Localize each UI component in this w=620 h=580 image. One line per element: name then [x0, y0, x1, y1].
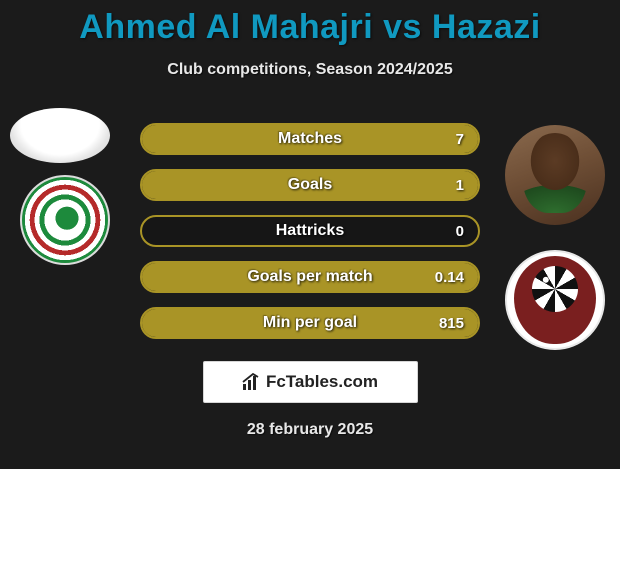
player-left-avatar: [10, 108, 110, 163]
stat-row: Goals 1: [140, 169, 480, 201]
page-title: Ahmed Al Mahajri vs Hazazi: [0, 0, 620, 47]
club-left-badge: [20, 175, 110, 265]
stat-row: Hattricks 0: [140, 215, 480, 247]
club-right-badge: [505, 250, 605, 350]
comparison-card: Ahmed Al Mahajri vs Hazazi Club competit…: [0, 0, 620, 469]
stat-label: Min per goal: [263, 314, 357, 332]
subtitle: Club competitions, Season 2024/2025: [0, 61, 620, 79]
stat-value-right: 7: [456, 131, 464, 148]
brand-box[interactable]: FcTables.com: [203, 361, 418, 403]
chart-icon: [242, 373, 262, 391]
stat-label: Goals: [288, 176, 332, 194]
stat-row: Goals per match 0.14: [140, 261, 480, 293]
stat-value-right: 0: [456, 223, 464, 240]
stat-row: Min per goal 815: [140, 307, 480, 339]
brand-text: FcTables.com: [266, 372, 378, 392]
stat-row: Matches 7: [140, 123, 480, 155]
stat-label: Goals per match: [247, 268, 372, 286]
stat-label: Matches: [278, 130, 342, 148]
date-label: 28 february 2025: [0, 421, 620, 439]
stat-value-right: 1: [456, 177, 464, 194]
player-right-avatar: [505, 125, 605, 225]
stat-label: Hattricks: [276, 222, 344, 240]
stat-value-right: 0.14: [435, 269, 464, 286]
stat-value-right: 815: [439, 315, 464, 332]
